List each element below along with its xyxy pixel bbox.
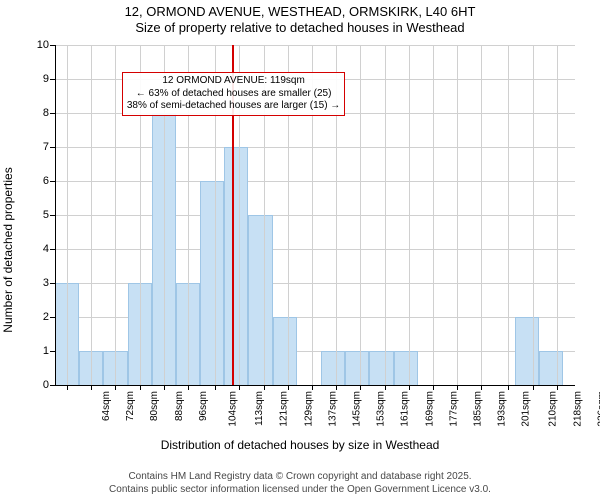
histogram-bar [369, 351, 393, 385]
grid-line [55, 45, 575, 46]
ytick-label: 5 [43, 209, 55, 221]
xtick-label: 185sqm [472, 391, 483, 427]
xtick-label: 64sqm [101, 391, 112, 421]
xtick-label: 193sqm [497, 391, 508, 427]
grid-line [55, 249, 575, 250]
title-line-1: 12, ORMOND AVENUE, WESTHEAD, ORMSKIRK, L… [0, 4, 600, 20]
grid-line [481, 45, 482, 385]
histogram-bar [248, 215, 272, 385]
chart-container: 12, ORMOND AVENUE, WESTHEAD, ORMSKIRK, L… [0, 0, 600, 500]
histogram-bar [515, 317, 539, 385]
annotation-line: 12 ORMOND AVENUE: 119sqm [127, 75, 340, 88]
xtick-label: 201sqm [521, 391, 532, 427]
histogram-bar [345, 351, 369, 385]
grid-line [457, 45, 458, 385]
xtick-label: 96sqm [198, 391, 209, 421]
xtick-label: 121sqm [279, 391, 290, 427]
ytick-label: 7 [43, 141, 55, 153]
ytick-label: 6 [43, 175, 55, 187]
xtick-label: 104sqm [228, 391, 239, 427]
grid-line [67, 45, 68, 385]
ytick-label: 8 [43, 107, 55, 119]
grid-line [55, 147, 575, 148]
xtick-label: 177sqm [448, 391, 459, 427]
grid-line [360, 45, 361, 385]
ytick-label: 3 [43, 277, 55, 289]
histogram-bar [200, 181, 224, 385]
xtick-label: 210sqm [548, 391, 559, 427]
y-axis-line [55, 45, 56, 385]
plot-area: 01234567891064sqm72sqm80sqm88sqm96sqm104… [55, 45, 575, 385]
y-axis-label: Number of detached properties [1, 167, 15, 332]
xtick-label: 161sqm [400, 391, 411, 427]
xtick-label: 137sqm [327, 391, 338, 427]
ytick-label: 10 [37, 39, 55, 51]
xtick-label: 218sqm [572, 391, 583, 427]
histogram-bar [539, 351, 563, 385]
annotation-line: ← 63% of detached houses are smaller (25… [127, 88, 340, 101]
xtick-label: 145sqm [352, 391, 363, 427]
xtick-label: 129sqm [303, 391, 314, 427]
grid-line [433, 45, 434, 385]
ytick-label: 2 [43, 311, 55, 323]
xtick-label: 88sqm [174, 391, 185, 421]
ytick-label: 4 [43, 243, 55, 255]
histogram-bar [394, 351, 418, 385]
ytick-label: 0 [43, 379, 55, 391]
grid-line [557, 45, 558, 385]
xtick-label: 226sqm [596, 391, 600, 427]
grid-line [533, 45, 534, 385]
ytick-label: 9 [43, 73, 55, 85]
xtick-label: 153sqm [376, 391, 387, 427]
xtick-label: 113sqm [254, 391, 265, 426]
title-block: 12, ORMOND AVENUE, WESTHEAD, ORMSKIRK, L… [0, 4, 600, 37]
footer-line-2: Contains public sector information licen… [0, 484, 600, 497]
x-axis-line [55, 385, 575, 386]
histogram-bar [273, 317, 297, 385]
histogram-bar [224, 147, 248, 385]
xtick-label: 72sqm [125, 391, 136, 421]
xtick-label: 169sqm [424, 391, 435, 427]
grid-line [55, 181, 575, 182]
grid-line [385, 45, 386, 385]
footer-block: Contains HM Land Registry data © Crown c… [0, 471, 600, 496]
histogram-bar [321, 351, 345, 385]
annotation-box: 12 ORMOND AVENUE: 119sqm← 63% of detache… [122, 72, 345, 116]
grid-line [508, 45, 509, 385]
grid-line [115, 45, 116, 385]
grid-line [409, 45, 410, 385]
ytick-label: 1 [43, 345, 55, 357]
title-line-2: Size of property relative to detached ho… [0, 20, 600, 36]
footer-line-1: Contains HM Land Registry data © Crown c… [0, 471, 600, 484]
xtick-label: 80sqm [149, 391, 160, 421]
x-axis-label: Distribution of detached houses by size … [0, 438, 600, 452]
grid-line [91, 45, 92, 385]
grid-line [55, 215, 575, 216]
annotation-line: 38% of semi-detached houses are larger (… [127, 100, 340, 113]
